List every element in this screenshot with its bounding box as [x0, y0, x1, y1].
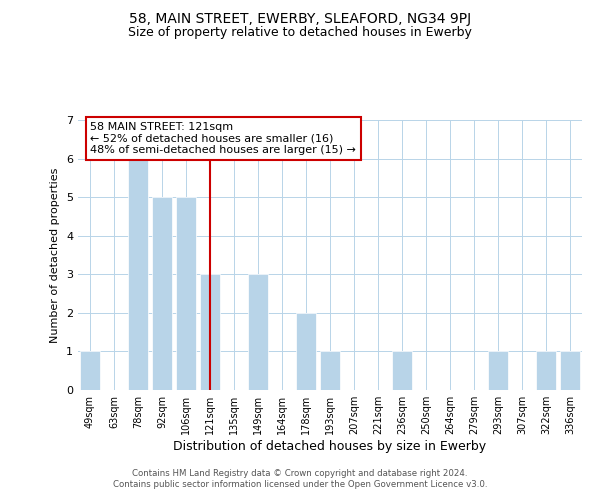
- Bar: [200, 274, 220, 390]
- Text: 58 MAIN STREET: 121sqm
← 52% of detached houses are smaller (16)
48% of semi-det: 58 MAIN STREET: 121sqm ← 52% of detached…: [90, 122, 356, 155]
- Bar: [296, 313, 316, 390]
- Bar: [488, 352, 508, 390]
- Text: Contains HM Land Registry data © Crown copyright and database right 2024.: Contains HM Land Registry data © Crown c…: [132, 468, 468, 477]
- Text: 58, MAIN STREET, EWERBY, SLEAFORD, NG34 9PJ: 58, MAIN STREET, EWERBY, SLEAFORD, NG34 …: [129, 12, 471, 26]
- Y-axis label: Number of detached properties: Number of detached properties: [50, 168, 61, 342]
- Bar: [248, 274, 268, 390]
- X-axis label: Distribution of detached houses by size in Ewerby: Distribution of detached houses by size …: [173, 440, 487, 453]
- Bar: [320, 352, 340, 390]
- Text: Size of property relative to detached houses in Ewerby: Size of property relative to detached ho…: [128, 26, 472, 39]
- Bar: [536, 352, 556, 390]
- Bar: [152, 197, 172, 390]
- Text: Contains public sector information licensed under the Open Government Licence v3: Contains public sector information licen…: [113, 480, 487, 489]
- Bar: [392, 352, 412, 390]
- Bar: [128, 158, 148, 390]
- Bar: [80, 352, 100, 390]
- Bar: [560, 352, 580, 390]
- Bar: [176, 197, 196, 390]
